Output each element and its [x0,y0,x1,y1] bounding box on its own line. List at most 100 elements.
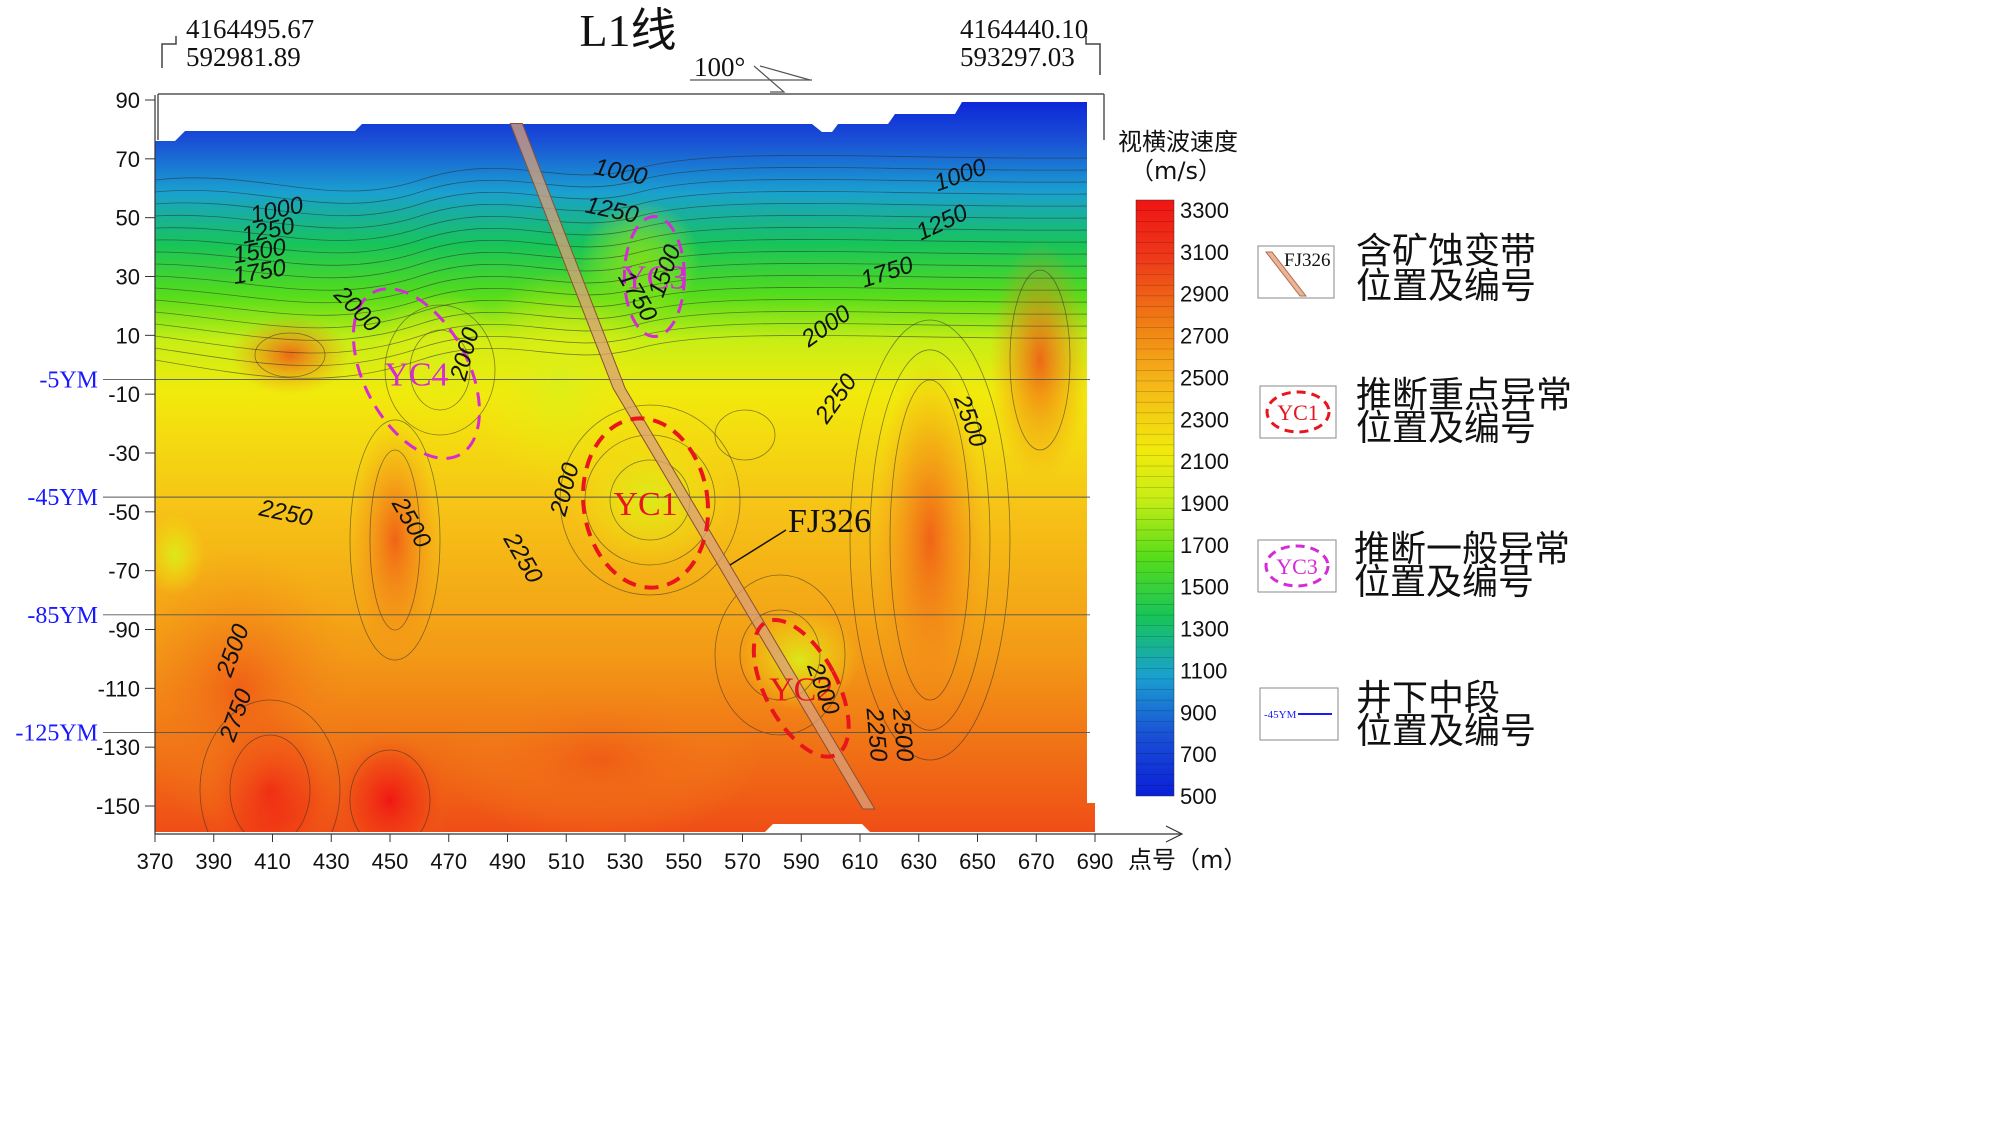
fault-band [509,123,876,810]
level-label: -125YM [15,720,98,746]
end-northing: 4164440.10 [960,14,1088,44]
contour-line [384,304,496,436]
contour-line [155,179,1095,217]
legend-fault-line2: 位置及编号 [1356,266,1536,307]
mine-level-lines: -5YM -45YM -85YM -125YM [15,367,1090,746]
y-tick-label: -70 [108,559,140,584]
start-northing: 4164495.67 [186,14,314,44]
anomaly-outline-yc4 [351,287,481,460]
x-tick-label: 370 [137,849,174,874]
velocity-blob [155,550,360,830]
level-label: -5YM [39,367,98,393]
contour-line [155,263,1095,304]
legend-general-sample-label: YC3 [1276,554,1318,579]
contour-line [869,349,991,731]
colorbar-tick-label: 1500 [1180,575,1229,600]
velocity-blob [990,240,1090,480]
colorbar-tick-label: 700 [1180,742,1217,767]
legend-item-general-anomaly: YC3 推断一般异常 位置及编号 [1257,529,1570,603]
y-tick-label: 50 [116,206,140,231]
x-tick-label: 490 [489,849,526,874]
x-tick-label: 470 [430,849,467,874]
contour-line [409,329,471,411]
colorbar-tick-label: 900 [1180,700,1217,725]
x-tick-label: 530 [607,849,644,874]
colorbar-tick-label: 3300 [1180,198,1229,223]
y-tick-label: -110 [98,676,140,701]
contour-line [155,275,1095,316]
x-tick-label: 670 [1018,849,1055,874]
x-tick-label: 390 [195,849,232,874]
x-tick-label: 430 [313,849,350,874]
y-tick-label: -50 [108,500,140,525]
legend-general-line2: 位置及编号 [1354,562,1534,603]
colorbar-tick-label: 1300 [1180,617,1229,642]
legend-level-sample-label: -45YM [1264,709,1297,721]
anomaly-label-yc1: YC1 [613,486,677,523]
y-tick-label: 90 [116,88,140,113]
contour-line [155,335,1095,379]
legend-fault-sample-label: FJ326 [1284,250,1330,271]
contour-line [155,299,1095,341]
colorbar-title: 视横波速度 [1118,128,1238,156]
colorbar-unit: （m/s） [1130,157,1222,185]
x-axis-label: 点号（m） [1128,846,1247,874]
azimuth-label: 100° [694,52,745,82]
contour-line [349,419,441,661]
contour-line [254,332,326,378]
legend-general-line1: 推断一般异常 [1354,529,1570,570]
contour-line [155,323,1095,367]
anomaly-outline-yc1 [581,416,711,590]
colorbar: 视横波速度 （m/s） 3300 3100 2900 2700 2500 2300 2100… [1118,128,1238,809]
y-tick-label: 70 [116,147,140,172]
anomaly-label-yc3: YC3 [622,260,686,297]
axes: 90 70 50 30 10 -10 -30 -50 -70 -90 -110 -130 -150 370… [96,88,1184,874]
velocity-blob [440,680,760,832]
contour-line [155,251,1095,291]
contour-line [155,167,1095,204]
legend-item-fault: FJ326 含矿蚀变带 位置及编号 [1257,231,1536,307]
velocity-anomaly-shading [155,200,1090,832]
general-anomaly-sample-symbol [1264,544,1330,588]
colorbar-tick-label: 2500 [1180,365,1229,390]
contour-line [369,449,421,631]
contour-line [155,203,1095,241]
colorbar-tick-label: 1900 [1180,491,1229,516]
anomaly-outline-yc3 [622,215,686,338]
velocity-blob [330,730,450,832]
contour-line [559,404,741,596]
y-tick-label: -130 [96,735,140,760]
legend-item-level: -45YM 井下中段 位置及编号 [1259,678,1536,752]
y-tick-label: -150 [96,794,140,819]
chart-title: L1线 [579,5,676,56]
contour-lines [155,155,1095,832]
contour-line [229,734,311,832]
velocity-blob [875,360,985,720]
x-axis-arrow [1165,825,1184,843]
velocity-blob [350,420,440,660]
contour-line [155,191,1095,229]
legend-fault-line1: 含矿蚀变带 [1356,231,1536,272]
fault-label: FJ326 [788,503,871,540]
colorbar-tick-label: 2100 [1180,449,1229,474]
legend: FJ326 含矿蚀变带 位置及编号 YC1 推断重点异常 位置及编号 YC3 推… [1257,231,1572,752]
contour-line [155,155,1095,192]
fault-sample-symbol [1264,251,1308,297]
colorbar-tick-label: 2300 [1180,407,1229,432]
legend-level-line1: 井下中段 [1356,678,1500,719]
end-easting: 593297.03 [960,42,1075,72]
contour-line [155,287,1095,329]
ore-alteration-zone: FJ326 [509,123,876,810]
colorbar-tick-label: 2700 [1180,324,1229,349]
anomaly-outlines: YC1 YC2 YC3 YC4 [351,215,851,759]
contour-line [849,319,1011,761]
fault-leader-line [729,529,787,566]
x-tick-label: 610 [842,849,879,874]
contour-line [1009,269,1071,451]
x-tick-label: 570 [724,849,761,874]
legend-key-sample-label: YC1 [1277,400,1319,425]
anomaly-outline-yc2 [751,617,851,759]
colorbar-tick-label: 1700 [1180,533,1229,558]
velocity-blob [580,200,700,320]
